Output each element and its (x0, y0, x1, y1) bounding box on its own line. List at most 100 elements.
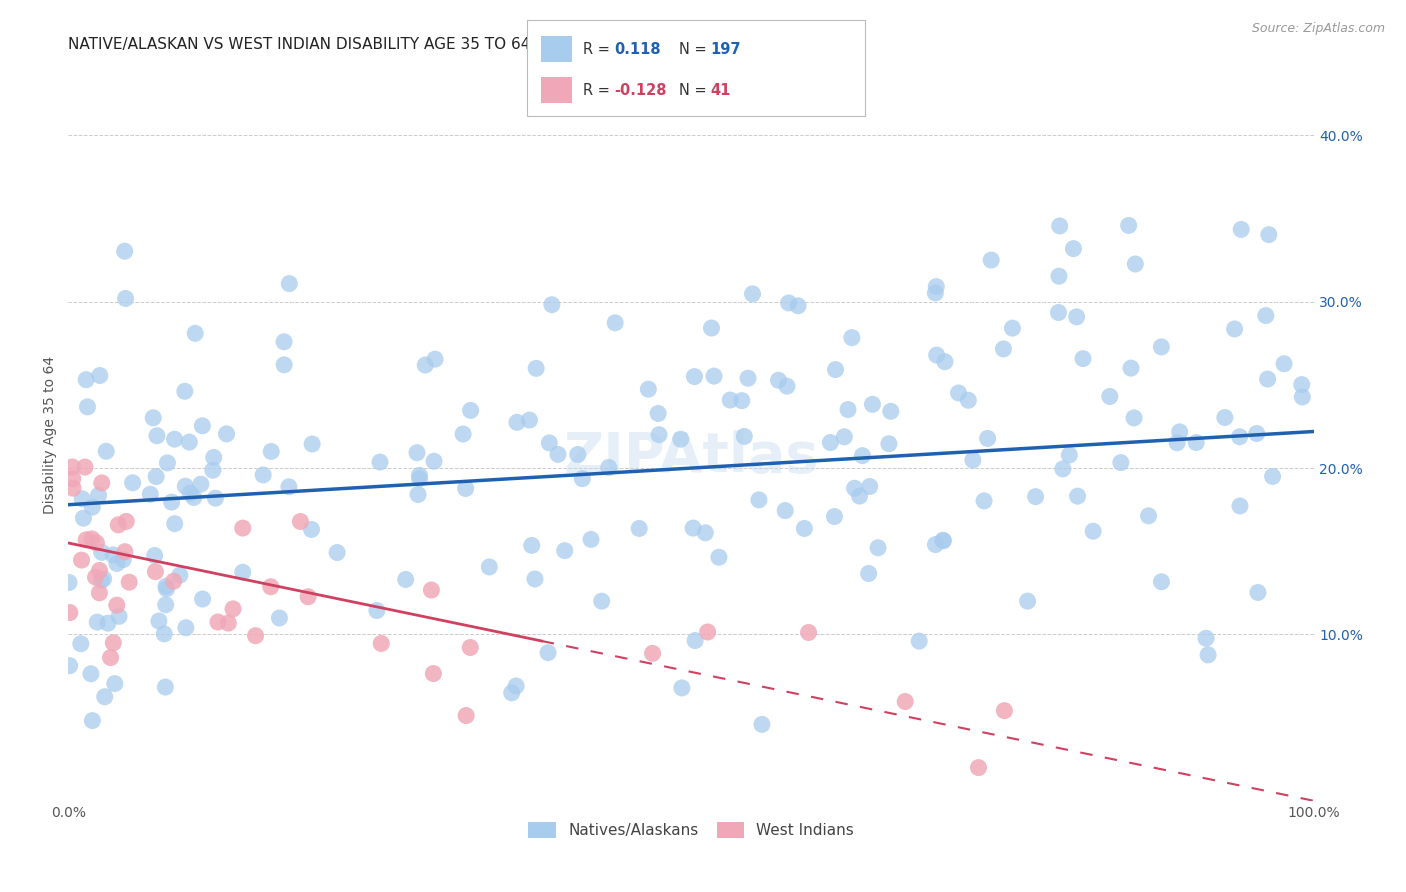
Point (190, 477, 212, 491)
Point (1257, 372, 1279, 386)
Point (1137, 508, 1160, 523)
Point (101, 548, 124, 562)
Point (844, 481, 866, 495)
Point (112, 552, 135, 566)
Point (695, 525, 717, 540)
Point (121, 475, 143, 490)
Point (908, 634, 931, 648)
Legend: Natives/Alaskans, West Indians: Natives/Alaskans, West Indians (522, 816, 860, 845)
Point (454, 482, 477, 496)
Point (451, 427, 474, 442)
Point (1272, 357, 1295, 371)
Point (269, 611, 291, 625)
Point (523, 572, 546, 586)
Point (768, 373, 790, 387)
Point (169, 568, 191, 582)
Point (142, 410, 165, 425)
Point (1052, 462, 1074, 476)
Point (1071, 351, 1094, 366)
Point (370, 636, 392, 650)
Point (1098, 389, 1121, 403)
Point (1195, 632, 1218, 646)
Point (115, 515, 138, 529)
Point (1230, 222, 1253, 236)
Point (191, 418, 214, 433)
Point (174, 621, 197, 635)
Point (114, 292, 136, 306)
Point (80, 666, 103, 681)
Point (520, 538, 543, 552)
Point (423, 454, 446, 468)
Point (1066, 489, 1088, 503)
Point (703, 369, 725, 384)
Point (260, 580, 283, 594)
Point (1017, 594, 1039, 608)
Point (252, 467, 274, 482)
Point (932, 533, 955, 548)
Point (837, 402, 859, 417)
Point (1047, 269, 1070, 284)
Point (841, 331, 863, 345)
Point (1109, 456, 1132, 470)
Point (89, 586, 111, 600)
Text: NATIVE/ALASKAN VS WEST INDIAN DISABILITY AGE 35 TO 64 CORRELATION CHART: NATIVE/ALASKAN VS WEST INDIAN DISABILITY… (69, 37, 700, 53)
Point (458, 640, 481, 655)
Point (1254, 309, 1277, 323)
Point (155, 598, 177, 612)
Point (118, 575, 141, 590)
Point (1197, 648, 1219, 662)
Point (948, 386, 970, 401)
Point (75, 373, 97, 387)
Point (72, 511, 94, 525)
Point (114, 545, 136, 559)
Point (105, 557, 128, 571)
Point (1257, 227, 1279, 242)
Point (148, 614, 170, 628)
Point (215, 426, 238, 441)
Point (73, 460, 96, 475)
Point (707, 550, 730, 565)
Point (423, 352, 446, 367)
Point (408, 471, 430, 485)
Point (232, 566, 254, 580)
Point (59, 658, 82, 673)
Point (824, 509, 846, 524)
Point (301, 437, 323, 451)
Point (696, 625, 718, 640)
Point (832, 430, 855, 444)
Point (554, 543, 576, 558)
Text: -0.128: -0.128 (614, 83, 666, 97)
Point (538, 436, 561, 450)
Point (1118, 219, 1140, 233)
Point (700, 321, 723, 335)
Point (108, 609, 131, 624)
Point (153, 627, 176, 641)
Point (326, 545, 349, 559)
Point (297, 590, 319, 604)
Point (202, 450, 225, 465)
Point (245, 629, 267, 643)
Point (406, 446, 429, 460)
Point (748, 492, 770, 507)
Point (160, 495, 183, 509)
Point (877, 436, 900, 450)
Point (1213, 410, 1236, 425)
Point (669, 432, 692, 446)
Point (301, 523, 323, 537)
Point (579, 533, 602, 547)
Point (605, 316, 627, 330)
Point (1229, 499, 1251, 513)
Point (820, 435, 842, 450)
Point (862, 397, 884, 411)
Point (859, 479, 882, 493)
Point (1047, 305, 1070, 319)
Text: 0.118: 0.118 (614, 42, 661, 56)
Point (406, 487, 429, 501)
Point (163, 516, 186, 531)
Point (420, 582, 443, 597)
Point (741, 286, 763, 301)
Point (290, 515, 312, 529)
Point (1247, 585, 1270, 599)
Point (1066, 310, 1088, 324)
Point (191, 592, 214, 607)
